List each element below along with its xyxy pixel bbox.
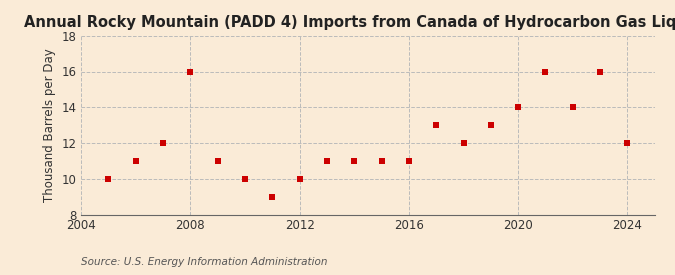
Point bbox=[130, 159, 141, 163]
Point bbox=[267, 194, 277, 199]
Point bbox=[349, 159, 360, 163]
Point bbox=[431, 123, 441, 127]
Point bbox=[485, 123, 496, 127]
Point bbox=[321, 159, 332, 163]
Point bbox=[458, 141, 469, 145]
Point bbox=[568, 105, 578, 109]
Point bbox=[622, 141, 633, 145]
Point bbox=[103, 177, 113, 181]
Point bbox=[212, 159, 223, 163]
Y-axis label: Thousand Barrels per Day: Thousand Barrels per Day bbox=[43, 48, 56, 202]
Title: Annual Rocky Mountain (PADD 4) Imports from Canada of Hydrocarbon Gas Liquids: Annual Rocky Mountain (PADD 4) Imports f… bbox=[24, 15, 675, 31]
Point bbox=[540, 69, 551, 74]
Point bbox=[185, 69, 196, 74]
Point bbox=[294, 177, 305, 181]
Point bbox=[240, 177, 250, 181]
Text: Source: U.S. Energy Information Administration: Source: U.S. Energy Information Administ… bbox=[81, 257, 327, 267]
Point bbox=[513, 105, 524, 109]
Point bbox=[404, 159, 414, 163]
Point bbox=[157, 141, 168, 145]
Point bbox=[595, 69, 605, 74]
Point bbox=[376, 159, 387, 163]
